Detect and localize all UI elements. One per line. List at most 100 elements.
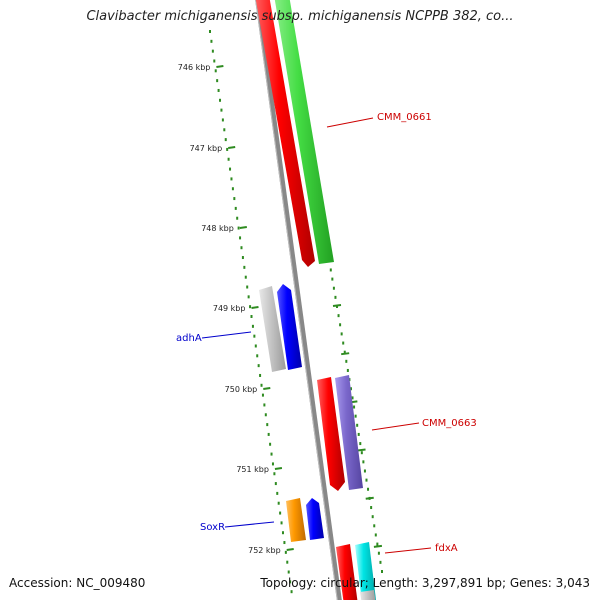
- scale-dot: [274, 482, 277, 486]
- scale-dot: [362, 460, 365, 464]
- scale-dot: [363, 469, 366, 473]
- scale-dot: [230, 177, 233, 181]
- scale-dot: [331, 277, 334, 281]
- label-cmm0661[interactable]: CMM_0661: [326, 112, 432, 128]
- scale-dot: [381, 570, 383, 573]
- gene-orange-arrow[interactable]: [286, 498, 306, 542]
- scale-dot: [249, 305, 252, 309]
- scale-dot: [349, 387, 352, 391]
- genome-backbone-highlight: [255, 0, 338, 600]
- genome-summary-text: Topology: circular; Length: 3,297,891 bp…: [260, 576, 590, 590]
- scale-dot: [261, 393, 264, 397]
- genome-backbone: [255, 0, 342, 600]
- tick-label: 752 kbp: [248, 546, 281, 555]
- tick-label: 749 kbp: [213, 304, 246, 313]
- gene-gray-bottom-arrow[interactable]: [360, 590, 376, 600]
- gene-soxR-arrow[interactable]: [306, 498, 324, 540]
- scale-dot: [340, 332, 343, 336]
- scale-dot: [276, 491, 279, 495]
- scale-dot: [213, 59, 216, 63]
- label-cmm0663[interactable]: CMM_0663: [371, 418, 477, 431]
- tick-label: 750 kbp: [225, 385, 258, 394]
- scale-dot: [247, 295, 250, 299]
- scale-dot: [226, 147, 229, 151]
- scale-dot: [257, 364, 260, 368]
- scale-dash: [365, 496, 374, 500]
- scale-dot: [209, 30, 211, 33]
- gene-red-bottom-arrow[interactable]: [336, 544, 358, 600]
- scale-dot: [343, 350, 346, 354]
- scale-dash: [373, 544, 383, 548]
- scale-dot: [374, 533, 377, 537]
- tick-label: 748 kbp: [201, 224, 234, 233]
- scale-dot: [243, 265, 246, 269]
- gene-fdxA-arrow[interactable]: [355, 542, 376, 600]
- scale-dot: [210, 39, 213, 43]
- scale-dot: [239, 236, 242, 240]
- gene-cmm0660-arrow[interactable]: [255, 0, 315, 267]
- label-fdxA[interactable]: fdxA: [384, 543, 458, 554]
- scale-dot: [332, 286, 335, 290]
- scale-tick: [286, 548, 294, 551]
- scale-dot: [219, 98, 222, 102]
- scale-dot: [227, 157, 230, 161]
- scale-dot: [284, 550, 287, 554]
- scale-tick: [239, 226, 247, 229]
- svg-text:CMM_0661: CMM_0661: [377, 112, 432, 123]
- scale-dot: [251, 324, 254, 328]
- gene-cmm0661-arrow[interactable]: [274, 0, 334, 264]
- scale-dot: [371, 515, 374, 519]
- scale-dot: [267, 432, 270, 436]
- gene-gray-arrow[interactable]: [259, 286, 286, 372]
- scale-dot: [223, 128, 226, 132]
- scale-dash: [332, 304, 342, 307]
- scale-dot: [241, 256, 244, 260]
- scale-dot: [224, 138, 227, 142]
- svg-text:SoxR: SoxR: [200, 522, 225, 533]
- scale-dot: [373, 524, 376, 528]
- scale-dot: [379, 560, 382, 564]
- scale-dot: [271, 462, 274, 466]
- scale-dot: [269, 442, 272, 446]
- gene-adhA-arrow[interactable]: [277, 284, 302, 370]
- gene-cmm0663-arrow[interactable]: [317, 377, 345, 491]
- scale-dot: [353, 405, 356, 409]
- svg-text:CMM_0663: CMM_0663: [422, 418, 477, 429]
- scale-tick: [274, 467, 283, 470]
- label-soxR[interactable]: SoxR: [200, 521, 275, 533]
- svg-text:fdxA: fdxA: [435, 543, 458, 554]
- scale-dash: [357, 448, 366, 452]
- scale-dash: [341, 352, 350, 356]
- scale-dot: [233, 197, 236, 201]
- tick-label: 751 kbp: [236, 465, 269, 474]
- scale-dot: [346, 368, 349, 372]
- scale-dot: [376, 542, 379, 546]
- scale-dot: [351, 396, 354, 400]
- svg-text:adhA: adhA: [176, 333, 202, 344]
- scale-dot: [342, 341, 345, 345]
- scale-dot: [339, 323, 342, 327]
- scale-dot: [217, 88, 220, 92]
- scale-dot: [290, 590, 293, 594]
- scale-dot: [354, 414, 357, 418]
- scale-dot: [216, 79, 219, 83]
- gene-purple-arrow[interactable]: [335, 375, 363, 490]
- scale-dot: [277, 501, 280, 505]
- scale-dot: [263, 403, 266, 407]
- scale-dot: [365, 478, 368, 482]
- tick-label: 746 kbp: [178, 63, 211, 72]
- scale-dot: [283, 541, 286, 545]
- scale-dot: [370, 506, 373, 510]
- map-title: Clavibacter michiganensis subsp. michiga…: [86, 9, 514, 24]
- scale-dot: [280, 521, 283, 525]
- scale-dot: [234, 206, 237, 210]
- accession-text: Accession: NC_009480: [9, 576, 146, 590]
- scale-dot: [259, 373, 262, 377]
- label-adhA[interactable]: adhA: [176, 331, 252, 344]
- scale-dot: [367, 487, 370, 491]
- scale-dot: [220, 108, 223, 112]
- scale-dot: [254, 344, 257, 348]
- scale-dot: [221, 118, 224, 122]
- scale-dot: [334, 295, 337, 299]
